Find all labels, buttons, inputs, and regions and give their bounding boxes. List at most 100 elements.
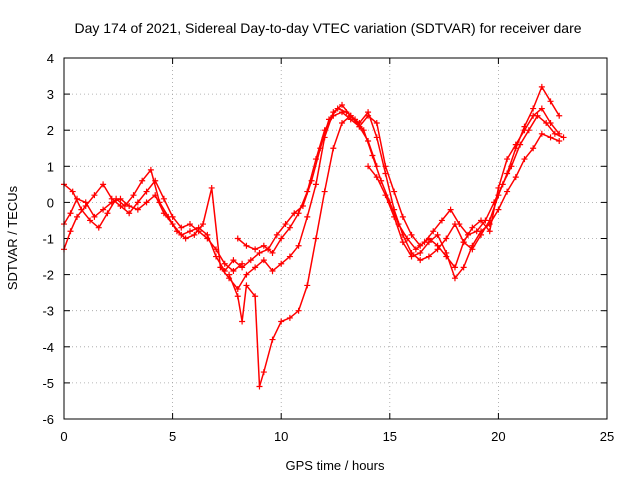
data-point	[399, 213, 406, 220]
plot-frame	[63, 57, 608, 420]
data-point	[504, 156, 511, 163]
data-point	[186, 228, 193, 235]
data-point	[312, 235, 319, 242]
data-point	[100, 181, 107, 188]
data-point	[273, 231, 280, 238]
y-tick-label: -3	[42, 304, 54, 319]
y-tick-label: -2	[42, 268, 54, 283]
data-point	[69, 188, 76, 195]
data-point	[365, 163, 372, 170]
data-point	[434, 231, 441, 238]
data-point	[304, 213, 311, 220]
data-point	[191, 231, 198, 238]
data-point	[295, 242, 302, 249]
data-point	[208, 184, 215, 191]
data-point	[451, 221, 458, 228]
data-point	[486, 228, 493, 235]
data-point	[538, 105, 545, 112]
series-arc-3	[234, 105, 563, 271]
data-point	[347, 112, 354, 119]
data-point	[126, 210, 133, 217]
x-tick-label: 10	[274, 429, 288, 444]
data-point	[391, 206, 398, 213]
data-point	[560, 134, 567, 141]
data-point	[295, 210, 302, 217]
axis-ticks: 0 5 10 15 20 25 -6 -5 -4 -3 -2 -1 0 1 2 3 4	[42, 51, 614, 444]
data-point	[460, 264, 467, 271]
data-point	[269, 249, 276, 256]
data-point	[512, 141, 519, 148]
y-axis-label: SDTVAR / TECUs	[5, 185, 20, 290]
data-point	[382, 192, 389, 199]
data-point	[260, 242, 267, 249]
data-point	[213, 246, 220, 253]
data-point	[438, 217, 445, 224]
data-point	[312, 181, 319, 188]
data-point	[447, 206, 454, 213]
data-point	[321, 127, 328, 134]
y-tick-label: 1	[47, 159, 54, 174]
data-point	[443, 235, 450, 242]
x-axis-label: GPS time / hours	[286, 458, 385, 473]
data-point	[451, 264, 458, 271]
data-point	[504, 188, 511, 195]
data-point	[134, 206, 141, 213]
series-line	[63, 85, 560, 291]
data-point	[160, 195, 167, 202]
y-tick-label: 3	[47, 87, 54, 102]
data-point	[130, 192, 137, 199]
data-point	[252, 264, 259, 271]
data-point	[260, 257, 267, 264]
data-point	[486, 221, 493, 228]
x-tick-label: 5	[169, 429, 176, 444]
y-tick-label: 2	[47, 123, 54, 138]
data-point	[321, 188, 328, 195]
data-point	[495, 184, 502, 191]
data-point	[221, 260, 228, 267]
data-point	[530, 105, 537, 112]
data-point	[530, 112, 537, 119]
data-point	[417, 242, 424, 249]
data-point	[356, 123, 363, 130]
data-point	[269, 267, 276, 274]
data-point	[87, 217, 94, 224]
data-point	[256, 249, 263, 256]
data-point	[339, 109, 346, 116]
data-point	[239, 318, 246, 325]
data-point	[373, 134, 380, 141]
data-point	[460, 239, 467, 246]
data-point	[243, 282, 250, 289]
y-tick-label: 4	[47, 51, 54, 66]
x-tick-label: 20	[491, 429, 505, 444]
data-point	[538, 130, 545, 137]
data-point	[143, 188, 150, 195]
data-point	[200, 221, 207, 228]
data-point	[373, 119, 380, 126]
data-point	[391, 188, 398, 195]
data-point	[117, 203, 124, 210]
data-point	[425, 239, 432, 246]
data-point	[382, 163, 389, 170]
data-point	[134, 199, 141, 206]
y-tick-label: -1	[42, 232, 54, 247]
data-point	[182, 235, 189, 242]
data-point	[239, 260, 246, 267]
data-point	[469, 224, 476, 231]
data-point	[286, 224, 293, 231]
data-point	[391, 213, 398, 220]
y-tick-label: -4	[42, 340, 54, 355]
data-point	[417, 249, 424, 256]
data-point	[156, 199, 163, 206]
data-point	[74, 213, 81, 220]
x-tick-label: 15	[383, 429, 397, 444]
grid-lines	[64, 58, 607, 419]
data-point	[530, 145, 537, 152]
data-point	[304, 188, 311, 195]
data-point	[399, 239, 406, 246]
data-point	[330, 112, 337, 119]
data-point	[82, 203, 89, 210]
data-point	[278, 318, 285, 325]
data-point	[408, 231, 415, 238]
data-point	[495, 206, 502, 213]
y-tick-label: -5	[42, 376, 54, 391]
